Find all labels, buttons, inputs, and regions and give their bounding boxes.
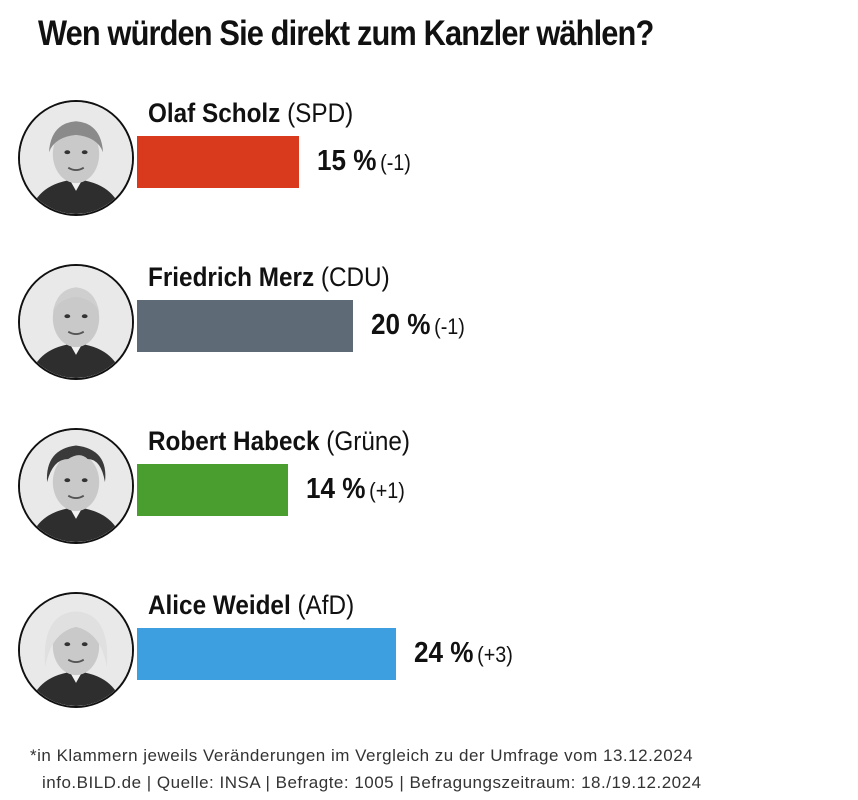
change-label: (-1): [434, 314, 465, 339]
candidate-row: Alice Weidel (AfD) 24 % (+3): [0, 590, 858, 730]
bar: [137, 464, 288, 516]
candidate-row: Friedrich Merz (CDU) 20 % (-1): [0, 262, 858, 402]
footnote-source: info.BILD.de | Quelle: INSA | Befragte: …: [42, 773, 702, 792]
alice-weidel-portrait-icon: [18, 592, 134, 708]
change-label: (+3): [477, 642, 513, 667]
candidate-row: Olaf Scholz (SPD) 15 % (-1): [0, 98, 858, 238]
candidate-name: Robert Habeck: [148, 426, 320, 456]
candidate-label: Alice Weidel (AfD): [148, 590, 354, 621]
data-label: 15 % (-1): [317, 145, 411, 178]
data-label: 24 % (+3): [414, 637, 513, 670]
candidate-party: (AfD): [297, 590, 355, 620]
bar: [137, 136, 299, 188]
candidate-party: (Grüne): [326, 426, 410, 456]
data-label: 14 % (+1): [306, 473, 405, 506]
friedrich-merz-portrait-icon: [18, 264, 134, 380]
robert-habeck-portrait-icon: [18, 428, 134, 544]
candidate-label: Olaf Scholz (SPD): [148, 98, 353, 129]
candidate-label: Friedrich Merz (CDU): [148, 262, 390, 293]
change-label: (-1): [380, 150, 411, 175]
footnote: *in Klammern jeweils Veränderungen im Ve…: [30, 742, 702, 796]
value-label: 14 %: [306, 473, 366, 505]
footnote-note: *in Klammern jeweils Veränderungen im Ve…: [30, 746, 694, 765]
candidate-party: (SPD): [287, 98, 354, 128]
value-label: 24 %: [414, 637, 474, 669]
value-label: 20 %: [371, 309, 431, 341]
value-label: 15 %: [317, 145, 377, 177]
bar: [137, 628, 396, 680]
olaf-scholz-portrait-icon: [18, 100, 134, 216]
change-label: (+1): [369, 478, 405, 503]
candidate-party: (CDU): [320, 262, 390, 292]
data-label: 20 % (-1): [371, 309, 465, 342]
bar: [137, 300, 353, 352]
candidate-name: Friedrich Merz: [148, 262, 315, 292]
candidate-label: Robert Habeck (Grüne): [148, 426, 410, 457]
candidate-name: Olaf Scholz: [148, 98, 281, 128]
chart-title: Wen würden Sie direkt zum Kanzler wählen…: [38, 14, 654, 53]
candidate-name: Alice Weidel: [148, 590, 291, 620]
candidate-row: Robert Habeck (Grüne) 14 % (+1): [0, 426, 858, 566]
